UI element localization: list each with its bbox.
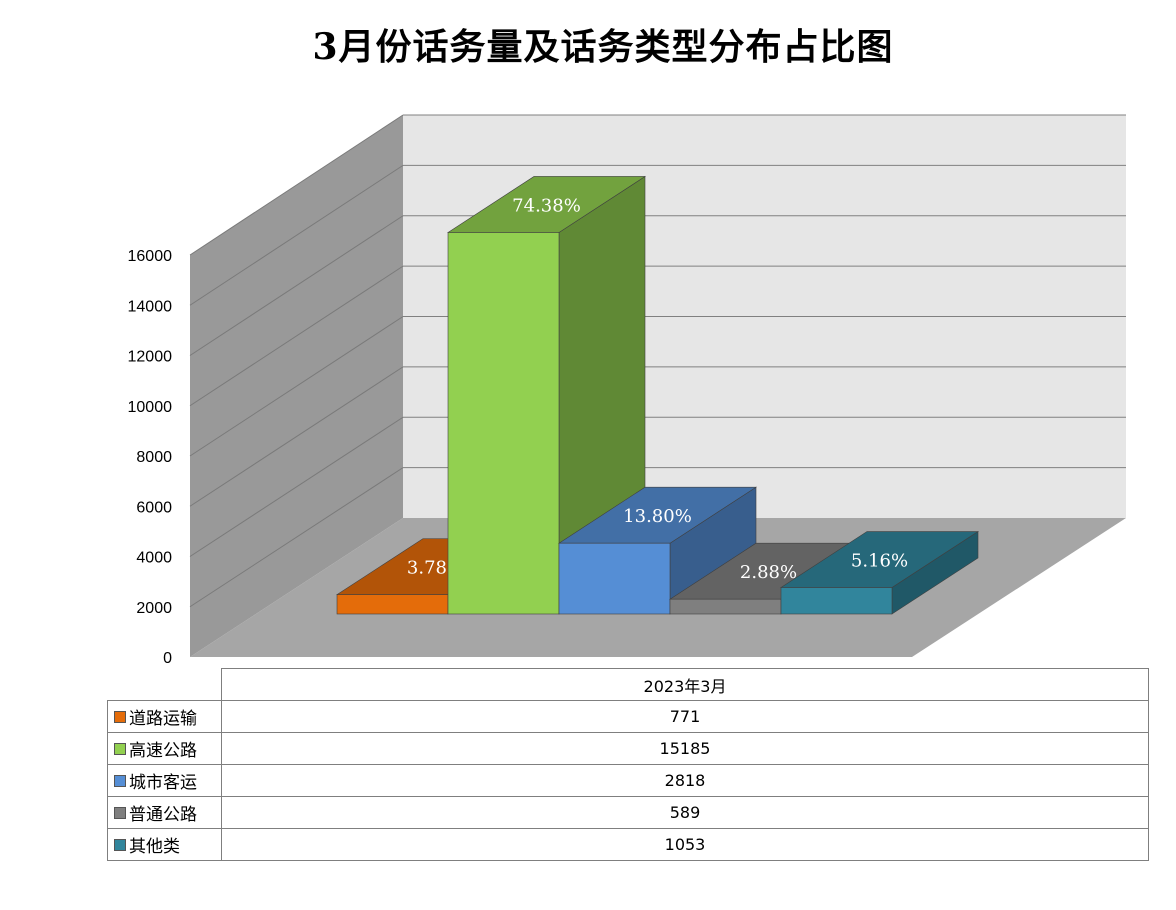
legend-label: 普通公路 [129,805,197,825]
data-table-cell: 1053 [221,828,1149,861]
bar-front [336,594,449,615]
bar-front [780,587,893,615]
legend-swatch [114,775,126,787]
data-table: 2023年3月 道路运输 771 高速公路 15185 城市客运 2818 普通… [107,668,1149,861]
legend-label: 城市客运 [129,773,197,793]
bar-front [447,232,560,615]
legend-entry: 城市客运 [107,764,222,797]
gridline [189,164,404,306]
data-table-corner [107,668,222,701]
data-table-row: 普通公路 589 [107,796,1149,829]
chart-title: 3月份话务量及话务类型分布占比图 [312,26,894,68]
legend-swatch [114,743,126,755]
gridline [189,114,404,256]
data-label: 5.16% [851,551,908,572]
bar-3: 13.80% [557,486,758,615]
data-label: 2.88% [740,562,797,583]
y-tick-label: 16000 [128,248,173,265]
y-tick-label: 12000 [128,349,173,366]
data-table-cell: 589 [221,796,1149,829]
data-table-row: 高速公路 15185 [107,732,1149,765]
data-table-header: 2023年3月 [221,668,1149,701]
legend-swatch [114,711,126,723]
gridline [189,467,404,608]
bar-front [669,598,782,615]
legend-entry: 道路运输 [107,700,222,733]
legend-entry: 普通公路 [107,796,222,829]
data-table-header-row: 2023年3月 [107,668,1149,701]
y-tick-label: 2000 [136,600,172,617]
gridline [189,316,404,457]
data-table-cell: 771 [221,700,1149,733]
data-table-row: 城市客运 2818 [107,764,1149,797]
data-table-cell: 2818 [221,764,1149,797]
legend-label: 道路运输 [129,709,197,729]
legend-entry: 高速公路 [107,732,222,765]
gridline [189,366,404,507]
gridline [189,265,404,407]
bar-front [558,542,671,615]
y-tick-label: 8000 [136,449,172,466]
y-tick-label: 14000 [128,298,173,315]
y-tick-label: 0 [163,650,172,667]
legend-entry: 其他类 [107,828,222,861]
legend-swatch [114,807,126,819]
bar-5: 5.16% [779,530,980,615]
y-tick-label: 6000 [136,499,172,516]
data-table-row: 道路运输 771 [107,700,1149,733]
data-label: 74.38% [512,195,581,216]
data-table-cell: 15185 [221,732,1149,765]
y-tick-label: 10000 [128,399,173,416]
gridline [189,215,404,356]
legend-label: 其他类 [129,837,180,857]
gridline [189,416,404,557]
data-label: 13.80% [623,506,692,527]
legend-label: 高速公路 [129,741,197,761]
data-table-row: 其他类 1053 [107,828,1149,861]
legend-swatch [114,839,126,851]
y-tick-label: 4000 [136,550,172,567]
